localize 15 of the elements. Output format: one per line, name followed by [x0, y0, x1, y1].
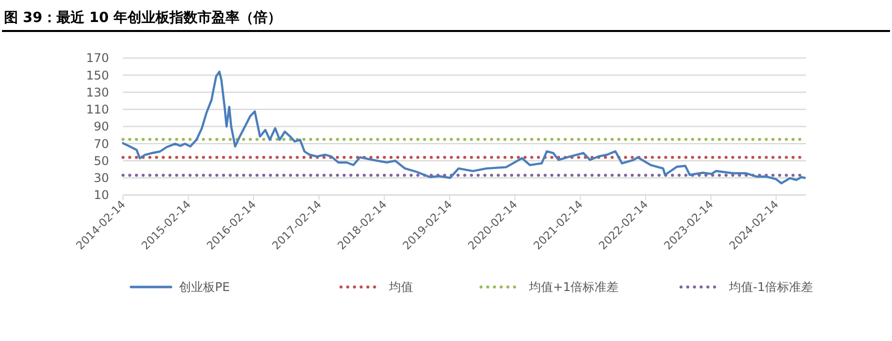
y-tick-label: 130	[86, 85, 109, 100]
line-series	[122, 70, 806, 184]
y-tick-label: 150	[86, 68, 109, 82]
y-tick-label: 10	[94, 188, 109, 202]
y-tick-label: 170	[86, 51, 109, 66]
y-tick-label: 90	[94, 120, 109, 134]
legend-label: 均值-1倍标准差	[728, 280, 813, 294]
legend-label: 均值+1倍标准差	[528, 280, 619, 294]
legend-label: 创业板PE	[179, 280, 230, 294]
y-tick-label: 30	[94, 171, 109, 186]
chart-title: 图 39：最近 10 年创业板指数市盈率（倍）	[4, 9, 282, 26]
legend-label: 均值	[388, 280, 413, 294]
y-tick-label: 50	[94, 154, 109, 168]
y-tick-label: 110	[86, 102, 109, 117]
y-tick-label: 70	[94, 136, 109, 151]
